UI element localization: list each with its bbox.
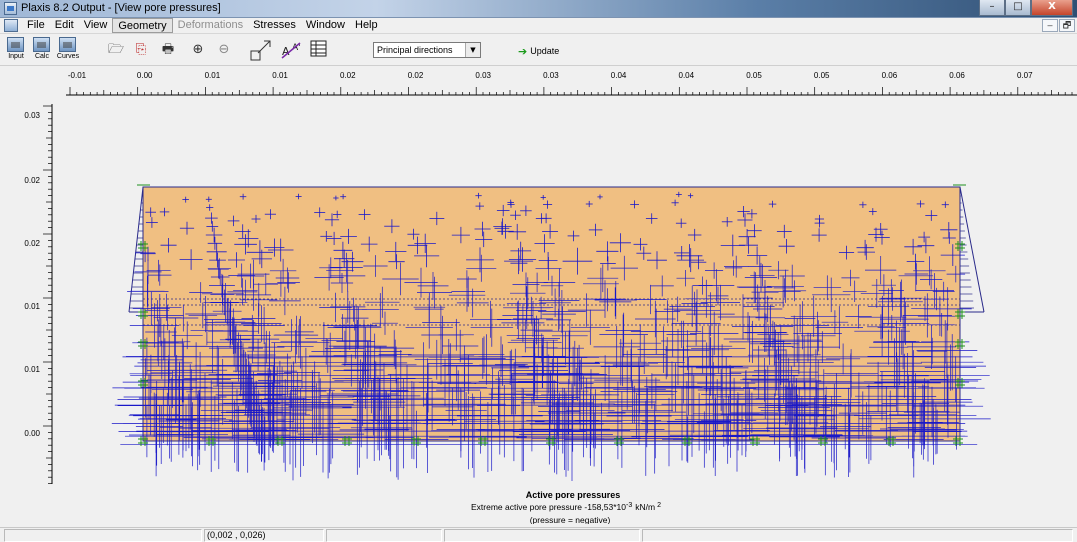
status-cell-1 xyxy=(4,529,202,542)
curves-program-icon xyxy=(59,37,76,52)
top-ruler-label: 0.05 xyxy=(746,71,762,80)
menu-geometry[interactable]: Geometry xyxy=(112,18,173,33)
close-button[interactable]: X xyxy=(1031,0,1073,16)
principal-direction-crosses xyxy=(111,191,991,481)
menu-edit[interactable]: Edit xyxy=(54,19,74,31)
status-cell-3 xyxy=(326,529,442,542)
left-ruler-label: 0.00 xyxy=(24,429,40,438)
zoom-out-icon[interactable]: ⊖ xyxy=(218,42,230,57)
menu-file[interactable]: File xyxy=(27,19,45,31)
svg-text:A': A' xyxy=(292,43,301,53)
top-ruler-label: -0.01 xyxy=(68,71,87,80)
pore-pressure-plot[interactable]: -0.01 0.00 0.01 0.01 0.02 0.02 0.03 0.03 0.04 0.0… xyxy=(0,66,1077,524)
top-ruler-label: 0.01 xyxy=(272,71,288,80)
curves-program-button[interactable]: Curves xyxy=(56,37,80,63)
svg-text:A: A xyxy=(282,45,290,58)
legend-note: (pressure = negative) xyxy=(530,515,611,524)
title-bar: Plaxis 8.2 Output - [View pore pressures… xyxy=(0,0,1077,18)
mdi-minimize-button[interactable]: – xyxy=(1042,19,1058,32)
status-cell-5 xyxy=(642,529,1073,542)
top-ruler-label: 0.00 xyxy=(137,71,153,80)
menu-deformations[interactable]: Deformations xyxy=(177,19,244,31)
toolbar: Input Calc Curves 🗁 ⎘ 🖶 ⊕ ⊖ A A' Principa… xyxy=(0,35,1077,66)
top-ruler-label: 0.02 xyxy=(340,71,356,80)
document-icon[interactable] xyxy=(4,19,18,32)
annotate-icon[interactable]: A A' xyxy=(280,39,304,61)
input-program-icon xyxy=(7,37,24,52)
minimize-button[interactable]: – xyxy=(979,0,1005,16)
table-icon[interactable] xyxy=(310,40,328,58)
fixity-markers xyxy=(137,184,966,446)
mdi-restore-button[interactable]: 🗗 xyxy=(1059,19,1075,32)
left-ruler-label: 0.02 xyxy=(24,239,40,248)
menu-window[interactable]: Window xyxy=(305,19,345,31)
plaxis-app-icon xyxy=(4,2,17,15)
menu-bar: File Edit View Geometry Deformations Str… xyxy=(0,18,1077,34)
top-ruler-label: 0.03 xyxy=(543,71,559,80)
top-ruler: -0.01 0.00 0.01 0.01 0.02 0.02 0.03 0.03 0.04 0.0… xyxy=(66,71,1077,96)
top-ruler-label: 0.02 xyxy=(408,71,424,80)
legend-title: Active pore pressures xyxy=(526,490,621,500)
top-ruler-label: 0.04 xyxy=(611,71,627,80)
top-ruler-label: 0.07 xyxy=(1017,71,1033,80)
window-title: Plaxis 8.2 Output - [View pore pressures… xyxy=(21,2,221,14)
top-ruler-label: 0.06 xyxy=(882,71,898,80)
menu-help[interactable]: Help xyxy=(355,19,378,31)
update-button[interactable]: ➔ Update xyxy=(518,44,559,58)
status-bar: (0,002 , 0,026) xyxy=(0,527,1077,542)
update-label: Update xyxy=(530,46,560,56)
print-icon[interactable]: 🖶 xyxy=(161,42,175,57)
maximize-button[interactable]: □ xyxy=(1005,0,1031,16)
menu-view[interactable]: View xyxy=(83,19,108,31)
top-ruler-label: 0.05 xyxy=(814,71,830,80)
status-cell-4 xyxy=(444,529,640,542)
left-ruler-label: 0.03 xyxy=(24,111,40,120)
open-icon[interactable]: 🗁 xyxy=(108,42,125,57)
menu-stresses[interactable]: Stresses xyxy=(253,19,296,31)
input-program-button[interactable]: Input xyxy=(4,37,28,63)
calc-program-icon xyxy=(33,37,50,52)
green-arrow-icon: ➔ xyxy=(518,44,528,58)
top-ruler-label: 0.06 xyxy=(949,71,965,80)
left-ruler-label: 0.01 xyxy=(24,302,40,311)
scale-icon[interactable] xyxy=(250,39,272,61)
left-ruler: 0.03 0.02 0.02 0.01 0.01 0.00 xyxy=(24,104,53,484)
calc-program-button[interactable]: Calc xyxy=(30,37,54,63)
left-ruler-label: 0.02 xyxy=(24,176,40,185)
plot-area[interactable]: -0.01 0.00 0.01 0.01 0.02 0.02 0.03 0.03 0.04 0.0… xyxy=(0,66,1077,524)
top-ruler-label: 0.04 xyxy=(679,71,695,80)
view-mode-value: Principal directions xyxy=(377,45,453,55)
zoom-in-icon[interactable]: ⊕ xyxy=(192,42,204,57)
copy-icon[interactable]: ⎘ xyxy=(135,42,147,57)
chevron-down-icon[interactable]: ▼ xyxy=(465,43,480,57)
left-ruler-label: 0.01 xyxy=(24,365,40,374)
legend-extreme: Extreme active pore pressure -158,53*10-… xyxy=(471,502,661,512)
top-ruler-label: 0.03 xyxy=(475,71,491,80)
view-mode-select[interactable]: Principal directions ▼ xyxy=(373,42,481,58)
top-ruler-label: 0.01 xyxy=(205,71,221,80)
status-coordinates: (0,002 , 0,026) xyxy=(204,529,324,542)
plot-legend: Active pore pressures Extreme active por… xyxy=(471,490,661,524)
